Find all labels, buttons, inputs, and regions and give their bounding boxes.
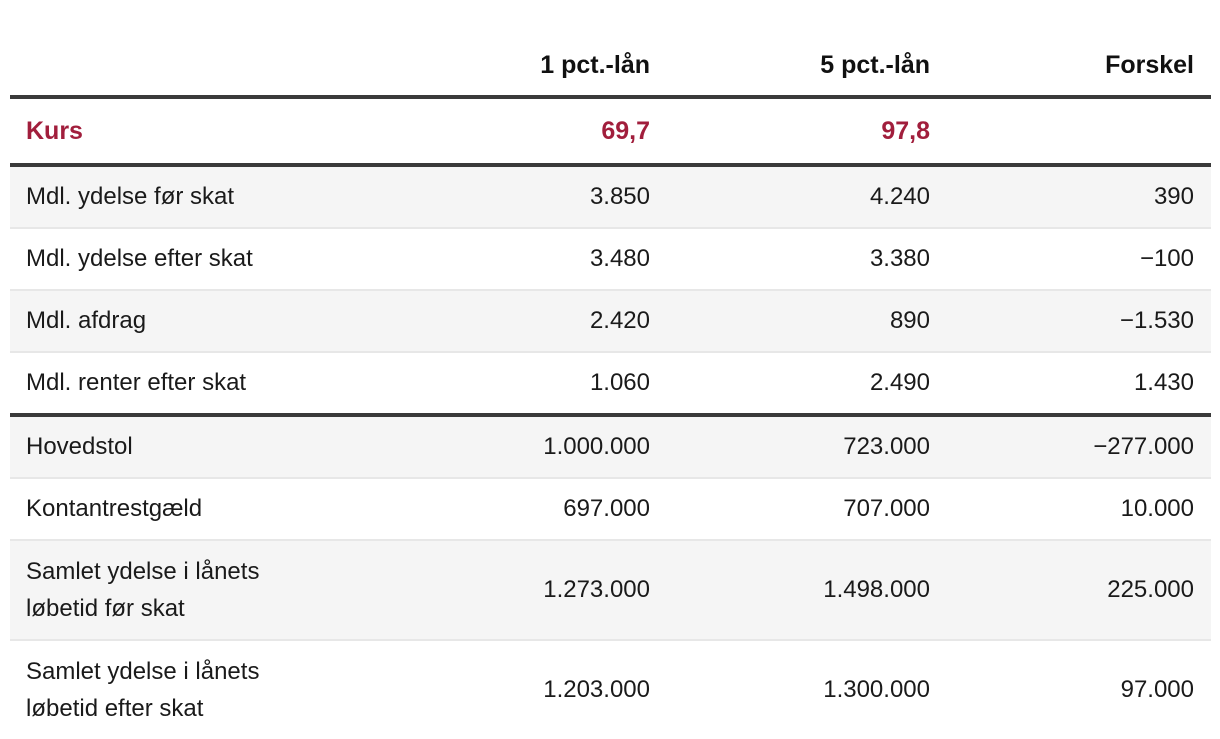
value-cell: 1.300.000 bbox=[823, 676, 930, 704]
table-row-hovedstol: Hovedstol 1.000.000 723.000 −277.000 bbox=[10, 415, 1211, 479]
value-cell: 723.000 bbox=[667, 415, 947, 479]
value-cell: 4.240 bbox=[667, 165, 947, 229]
value-cell: 707.000 bbox=[667, 478, 947, 541]
header-cell-5pct-loan: 5 pct.-lån bbox=[667, 0, 947, 99]
table-row-samlet-ydelse-foer-skat: Samlet ydelse i lånets løbetid før skat … bbox=[10, 540, 1211, 641]
value-cell: 1.060 bbox=[420, 352, 667, 417]
row-label: Kontantrestgæld bbox=[10, 478, 420, 541]
row-label: Kurs bbox=[10, 97, 420, 167]
header-cell-empty bbox=[10, 0, 420, 99]
value-cell: 97,8 bbox=[667, 97, 947, 167]
row-label: Samlet ydelse i lånets løbetid før skat bbox=[10, 540, 420, 641]
value-cell: 890 bbox=[667, 290, 947, 353]
row-label: Hovedstol bbox=[10, 415, 420, 479]
header-row: 1 pct.-lån 5 pct.-lån Forskel bbox=[10, 0, 1211, 99]
value-cell: 3.850 bbox=[420, 165, 667, 229]
table-row-mdl-renter-efter-skat: Mdl. renter efter skat 1.060 2.490 1.430 bbox=[10, 352, 1211, 417]
row-label: Mdl. ydelse efter skat bbox=[10, 228, 420, 291]
row-label: Mdl. afdrag bbox=[10, 290, 420, 353]
loan-comparison-table: 1 pct.-lån 5 pct.-lån Forskel Kurs 69,7 … bbox=[10, 0, 1211, 739]
row-label: Samlet ydelse i lånets løbetid efter ska… bbox=[26, 657, 260, 722]
table-row-mdl-ydelse-foer-skat: Mdl. ydelse før skat 3.850 4.240 390 bbox=[10, 165, 1211, 229]
value-cell: 10.000 bbox=[947, 478, 1211, 541]
value-cell: 1.273.000 bbox=[420, 540, 667, 641]
value-cell: 3.380 bbox=[667, 228, 947, 291]
header-cell-forskel: Forskel bbox=[947, 0, 1211, 99]
row-label: Mdl. ydelse før skat bbox=[10, 165, 420, 229]
table-row-samlet-ydelse-efter-skat: Samlet ydelse i lånets løbetid efter ska… bbox=[10, 640, 1211, 739]
header-cell-1pct-loan: 1 pct.-lån bbox=[420, 0, 667, 99]
value-cell: 1.000.000 bbox=[420, 415, 667, 479]
value-cell: 1.430 bbox=[947, 352, 1211, 417]
value-cell: −100 bbox=[947, 228, 1211, 291]
value-cell: 3.480 bbox=[420, 228, 667, 291]
table-row-kurs: Kurs 69,7 97,8 bbox=[10, 97, 1211, 167]
value-cell: 97.000 bbox=[1120, 676, 1194, 704]
table-row-mdl-afdrag: Mdl. afdrag 2.420 890 −1.530 bbox=[10, 290, 1211, 353]
value-cell: 390 bbox=[947, 165, 1211, 229]
value-cell: 2.420 bbox=[420, 290, 667, 353]
value-cell: 2.490 bbox=[667, 352, 947, 417]
value-cell bbox=[947, 97, 1211, 167]
value-cell: 1.498.000 bbox=[667, 540, 947, 641]
value-cell: 1.203.000 bbox=[543, 676, 650, 704]
table-row-kontantrestgaeld: Kontantrestgæld 697.000 707.000 10.000 bbox=[10, 478, 1211, 541]
row-label: Mdl. renter efter skat bbox=[10, 352, 420, 417]
value-cell: 225.000 bbox=[947, 540, 1211, 641]
table-row-mdl-ydelse-efter-skat: Mdl. ydelse efter skat 3.480 3.380 −100 bbox=[10, 228, 1211, 291]
value-cell: −277.000 bbox=[947, 415, 1211, 479]
value-cell: 69,7 bbox=[420, 97, 667, 167]
value-cell: 697.000 bbox=[420, 478, 667, 541]
value-cell: −1.530 bbox=[947, 290, 1211, 353]
